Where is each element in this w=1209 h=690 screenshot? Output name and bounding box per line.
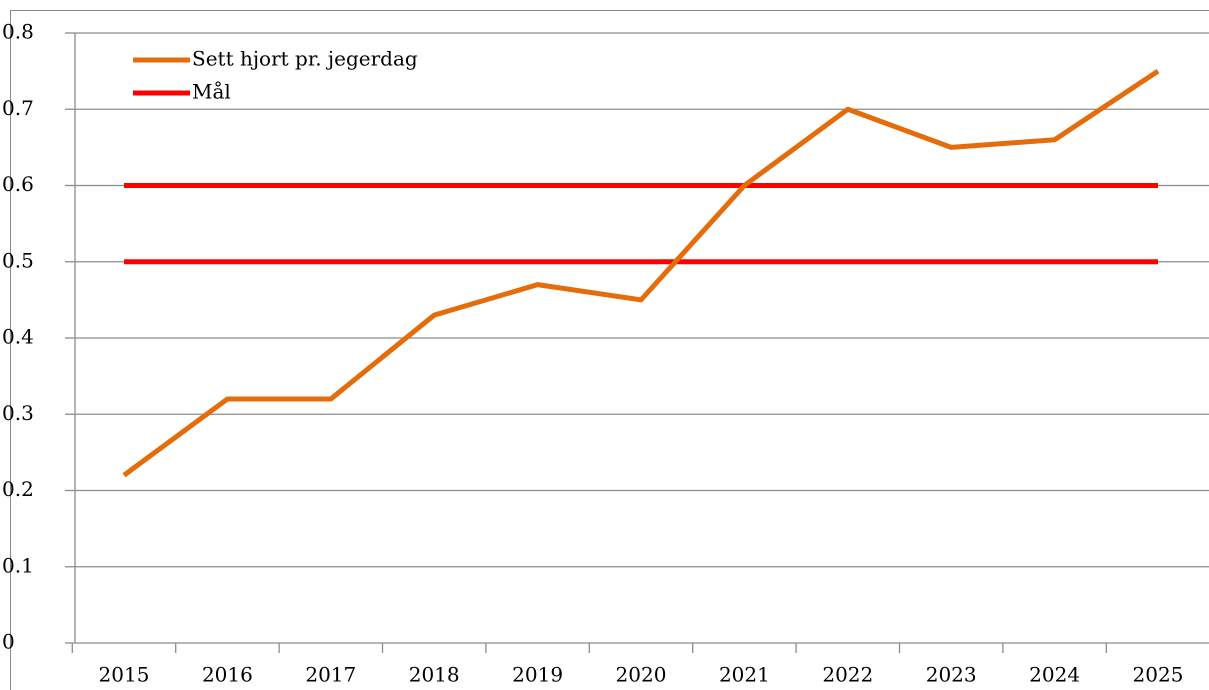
x-tick-label: 2018 [409, 663, 460, 687]
x-tick-label: 2020 [616, 663, 667, 687]
y-tick-label: 0.8 [2, 20, 34, 44]
y-tick-label: 0.1 [2, 553, 34, 577]
y-tick-label: 0.6 [2, 172, 34, 196]
x-tick-label: 2015 [99, 663, 150, 687]
series-line [122, 69, 1160, 478]
y-tick-label: 0.3 [2, 401, 34, 425]
legend-label: Sett hjort pr. jegerdag [192, 47, 418, 71]
y-tick-label: 0.2 [2, 477, 34, 501]
x-tick-label: 2019 [512, 663, 563, 687]
x-tick-label: 2024 [1029, 663, 1080, 687]
y-tick-label: 0 [2, 630, 15, 654]
chart-frame [10, 10, 1209, 690]
x-tick-label: 2022 [822, 663, 873, 687]
y-tick-label: 0.5 [2, 248, 34, 272]
y-tick-label: 0.7 [2, 96, 34, 120]
x-tick-label: 2016 [202, 663, 253, 687]
x-tick-label: 2023 [926, 663, 977, 687]
legend-label: Mål [192, 80, 231, 104]
x-tick-label: 2025 [1133, 663, 1184, 687]
x-tick-label: 2017 [305, 663, 356, 687]
y-tick-label: 0.4 [2, 325, 34, 349]
x-tick-label: 2021 [719, 663, 770, 687]
